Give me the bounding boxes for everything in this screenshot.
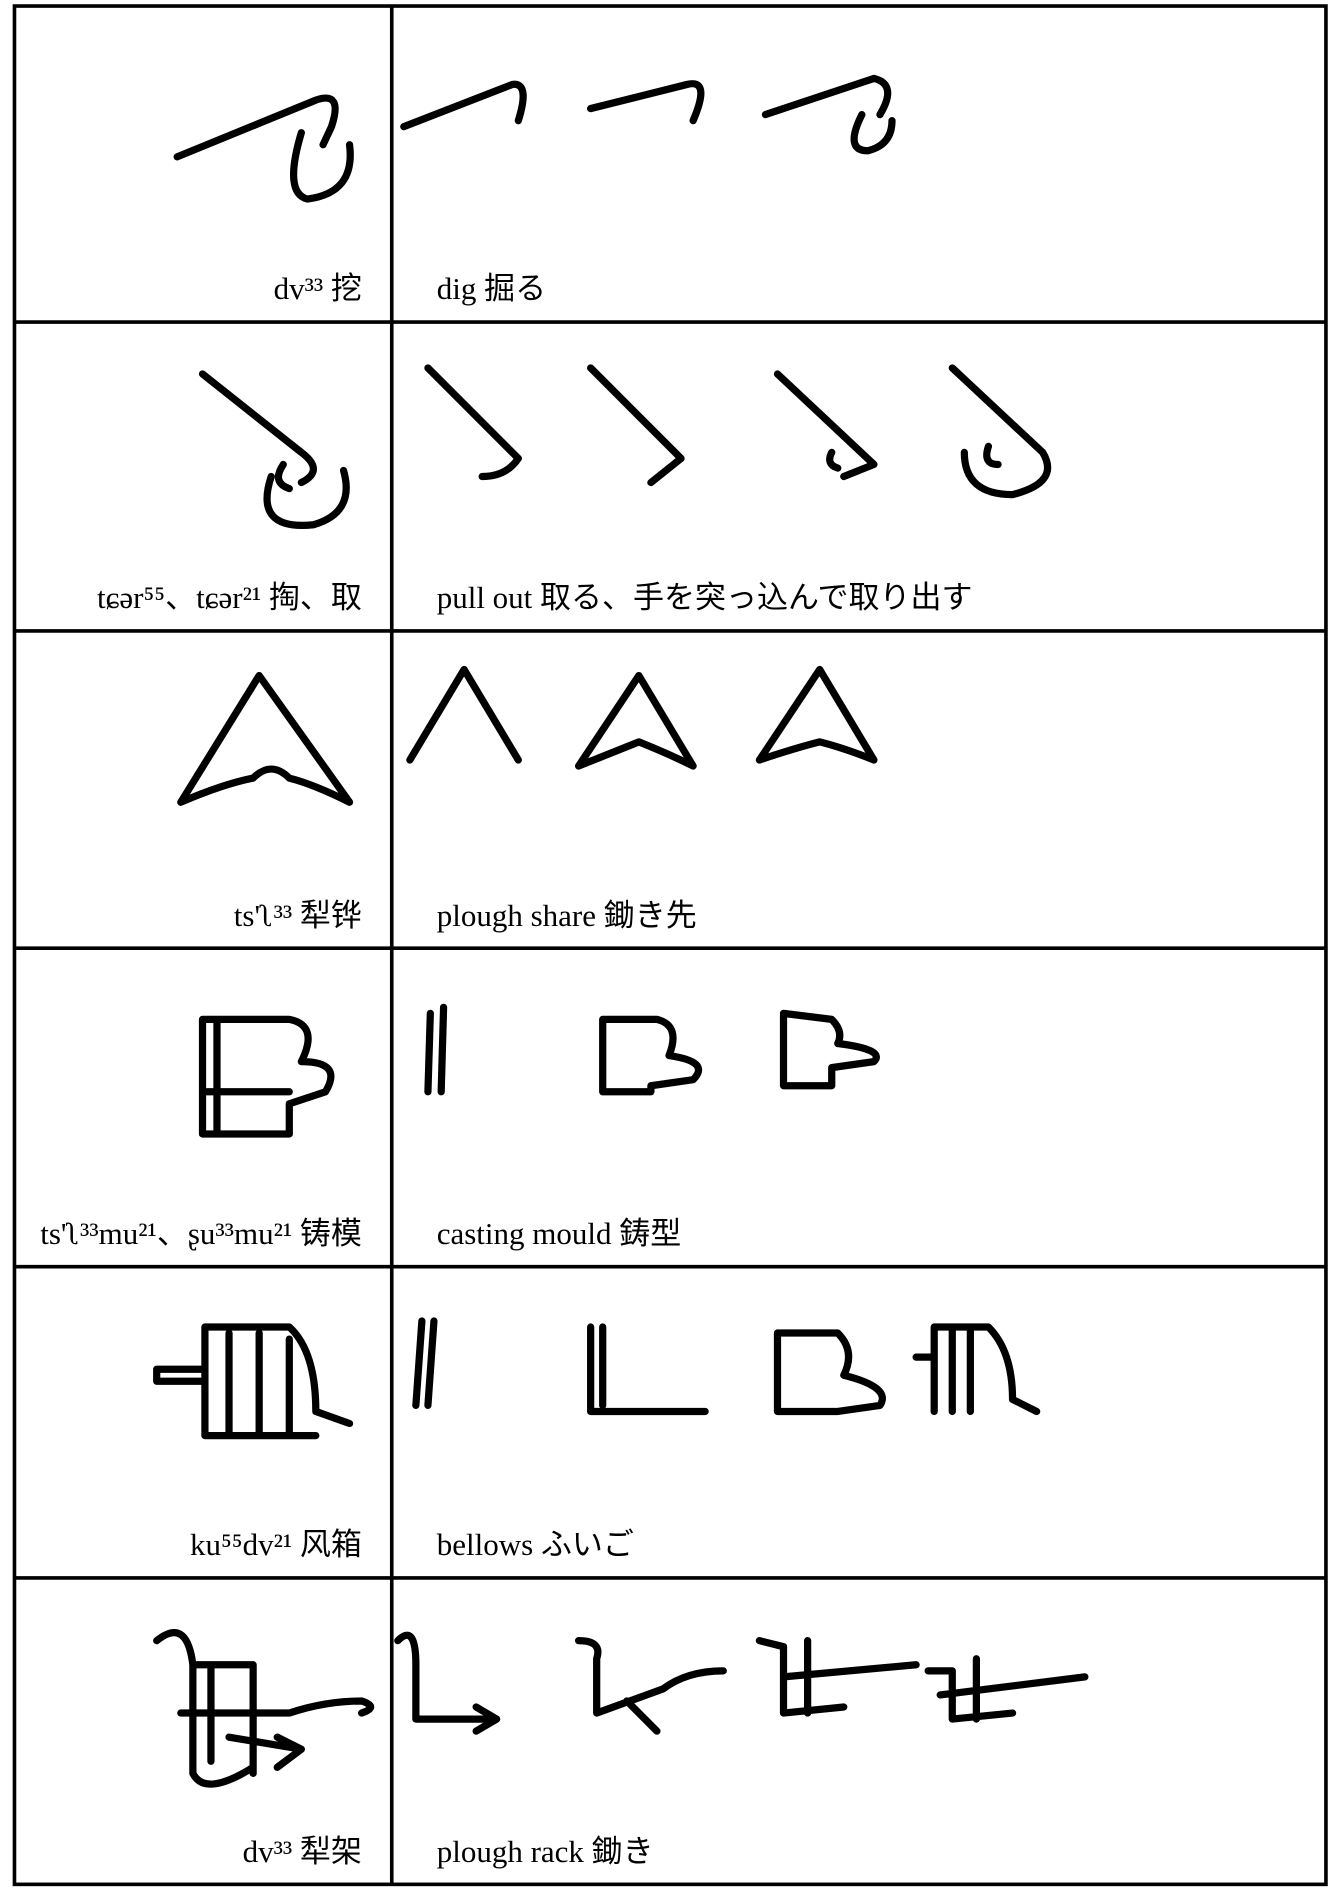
term: ts'ʅ³³mu²¹、ʂu³³mu²¹ 铸模 [40, 1216, 362, 1252]
term: dv³³ 挖 [273, 271, 362, 307]
gloss: pull out 取る、手を突っ込んで取り出す [436, 580, 973, 616]
term: tɕər⁵⁵、tɕər²¹ 掏、取 [97, 580, 362, 616]
term: dv³³ 犁架 [242, 1833, 362, 1869]
gloss: dig 掘る [436, 271, 547, 307]
term: ku⁵⁵dv²¹ 风箱 [189, 1527, 362, 1563]
table-grid [12, 4, 1328, 1887]
term: ts'ʅ³³ 犁铧 [233, 897, 362, 933]
gloss: plough rack 鋤き [436, 1833, 654, 1869]
gloss: bellows ふいご [436, 1527, 634, 1563]
pictographs [153, 74, 1089, 1788]
gloss: plough share 鋤き先 [436, 897, 697, 933]
gloss: casting mould 鋳型 [436, 1216, 682, 1252]
